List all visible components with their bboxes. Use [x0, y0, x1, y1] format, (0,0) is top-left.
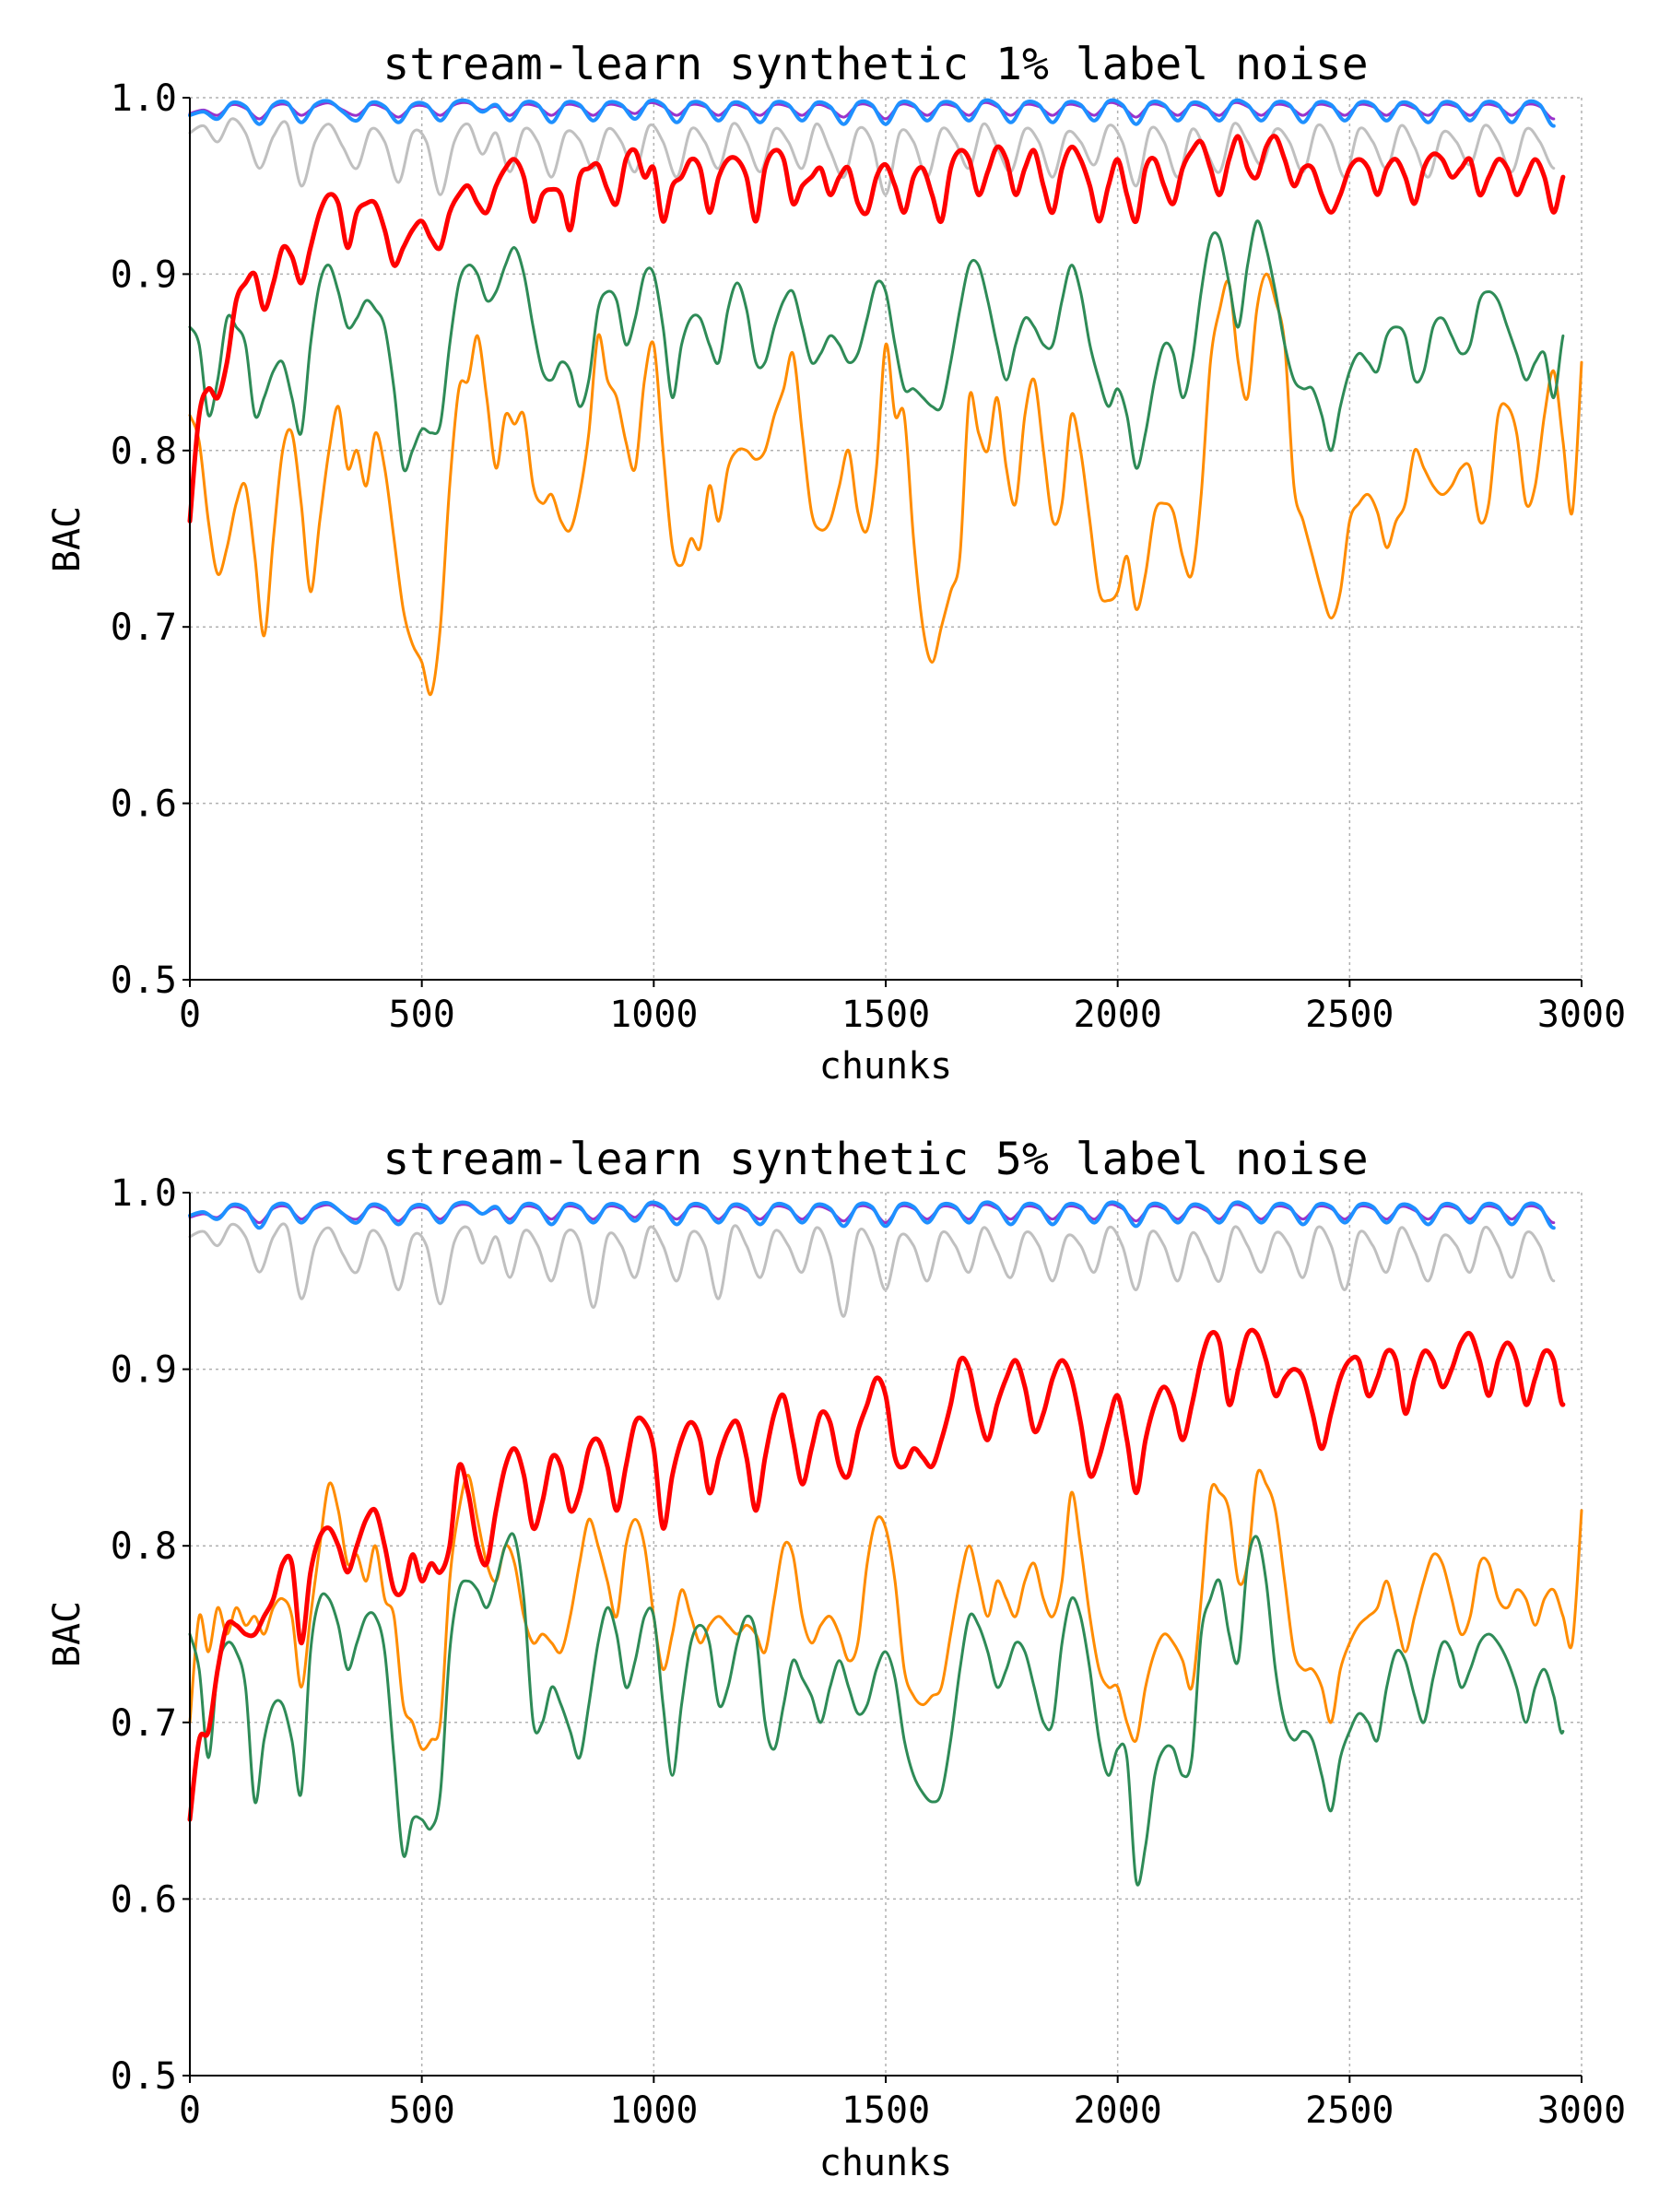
x-tick-label: 1000	[609, 2089, 698, 2132]
y-tick-label: 0.7	[111, 606, 177, 649]
x-tick-label: 2000	[1074, 2089, 1162, 2132]
x-tick-label: 3000	[1537, 2089, 1626, 2132]
ticks: 0 500 1000 1500 2000 2500 3000 0.5 0.6 0.7 0.8 0.9 1…	[111, 77, 1626, 1036]
y-tick-label: 0.8	[111, 430, 177, 473]
chart-title: stream-learn synthetic 5% label noise	[382, 1134, 1368, 1185]
x-tick-label: 500	[389, 2089, 455, 2132]
x-tick-label: 0	[179, 994, 201, 1036]
x-tick-label: 3000	[1537, 994, 1626, 1036]
chart-title: stream-learn synthetic 1% label noise	[382, 39, 1368, 90]
series-line-6	[187, 1327, 1566, 1822]
x-tick-label: 2000	[1074, 994, 1162, 1036]
y-tick-label: 0.5	[111, 2055, 177, 2098]
series-line-5	[188, 1532, 1565, 1887]
y-tick-label: 1.0	[111, 77, 177, 120]
y-tick-label: 0.5	[111, 959, 177, 1002]
x-axis-label: chunks	[819, 1045, 953, 1088]
grid	[189, 97, 1583, 981]
y-tick-label: 0.9	[111, 253, 177, 296]
series-line-1	[188, 1222, 1556, 1318]
y-axis-label: BAC	[46, 1601, 88, 1667]
series-line-6	[187, 134, 1566, 524]
plot-area	[187, 1200, 1583, 1887]
series-line-3	[188, 98, 1556, 128]
chart-bottom: stream-learn synthetic 5% label noise 0 5…	[46, 1134, 1626, 2184]
y-tick-label: 1.0	[111, 1172, 177, 1215]
series-line-5	[188, 219, 1565, 473]
plot-area	[187, 98, 1583, 697]
x-axis-label: chunks	[819, 2142, 953, 2184]
grid	[189, 1192, 1583, 2077]
x-tick-label: 0	[179, 2089, 201, 2132]
chart-top: stream-learn synthetic 1% label noise 0 5…	[46, 39, 1626, 1088]
x-tick-label: 2500	[1305, 994, 1394, 1036]
y-tick-label: 0.6	[111, 1878, 177, 1921]
series-line-3	[188, 1200, 1556, 1230]
x-tick-label: 1500	[841, 2089, 930, 2132]
series-line-4	[188, 1468, 1583, 1751]
y-axis-label: BAC	[46, 506, 88, 572]
x-tick-label: 500	[389, 994, 455, 1036]
y-tick-label: 0.8	[111, 1525, 177, 1568]
y-tick-label: 0.9	[111, 1349, 177, 1392]
x-tick-label: 1000	[609, 994, 698, 1036]
series-line-4	[188, 272, 1583, 697]
x-tick-label: 2500	[1305, 2089, 1394, 2132]
series-line-1	[188, 117, 1556, 196]
ticks: 0 500 1000 1500 2000 2500 3000 0.5 0.6 0.7 0.8 0.9 1…	[111, 1172, 1626, 2132]
y-tick-label: 0.7	[111, 1702, 177, 1745]
x-tick-label: 1500	[841, 994, 930, 1036]
y-tick-label: 0.6	[111, 783, 177, 826]
